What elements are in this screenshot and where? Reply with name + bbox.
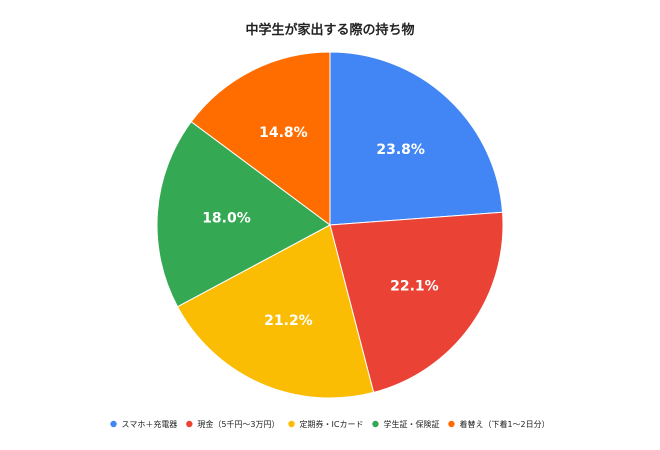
pie-slices: [156, 51, 504, 399]
pie-slice-5: [190, 51, 331, 226]
legend-marker-5: [448, 420, 455, 428]
slice-value-label-1: 23.8%: [376, 142, 425, 158]
legend-marker-2: [186, 420, 193, 428]
pie-slice-1: [329, 51, 504, 226]
pie-slice-3: [176, 224, 375, 399]
slice-value-label-2: 22.1%: [390, 278, 439, 294]
legend-label-5: 着替え（下着1～2日分）: [459, 419, 549, 429]
legend-marker-1: [110, 420, 117, 428]
legend-item-2: 現金（5千円～3万円）: [186, 419, 280, 429]
legend: スマホ＋充電器 現金（5千円～3万円） 定期券・ICカード 学生証・保険証 着替え（下着…: [110, 419, 550, 429]
legend-label-3: 定期券・ICカード: [300, 419, 364, 429]
slice-value-label-4: 18.0%: [202, 210, 251, 226]
legend-label-1: スマホ＋充電器: [122, 419, 178, 429]
legend-marker-3: [288, 420, 295, 428]
legend-item-3: 定期券・ICカード: [288, 419, 363, 429]
legend-marker-4: [372, 420, 379, 428]
legend-item-1: スマホ＋充電器: [110, 419, 177, 429]
slice-value-label-5: 14.8%: [259, 125, 308, 141]
slice-value-label-3: 21.2%: [264, 313, 313, 329]
legend-label-4: 学生証・保険証: [383, 419, 439, 429]
legend-label-2: 現金（5千円～3万円）: [197, 419, 279, 429]
pie-slice-4: [156, 120, 331, 308]
chart-title: 中学生が家出する際の持ち物: [245, 22, 414, 38]
legend-item-5: 着替え（下着1～2日分）: [448, 419, 550, 429]
legend-item-4: 学生証・保険証: [372, 419, 439, 429]
pie-slice-labels: 23.8% 22.1% 21.2% 18.0% 14.8%: [202, 125, 439, 329]
pie-slice-2: [329, 211, 504, 394]
